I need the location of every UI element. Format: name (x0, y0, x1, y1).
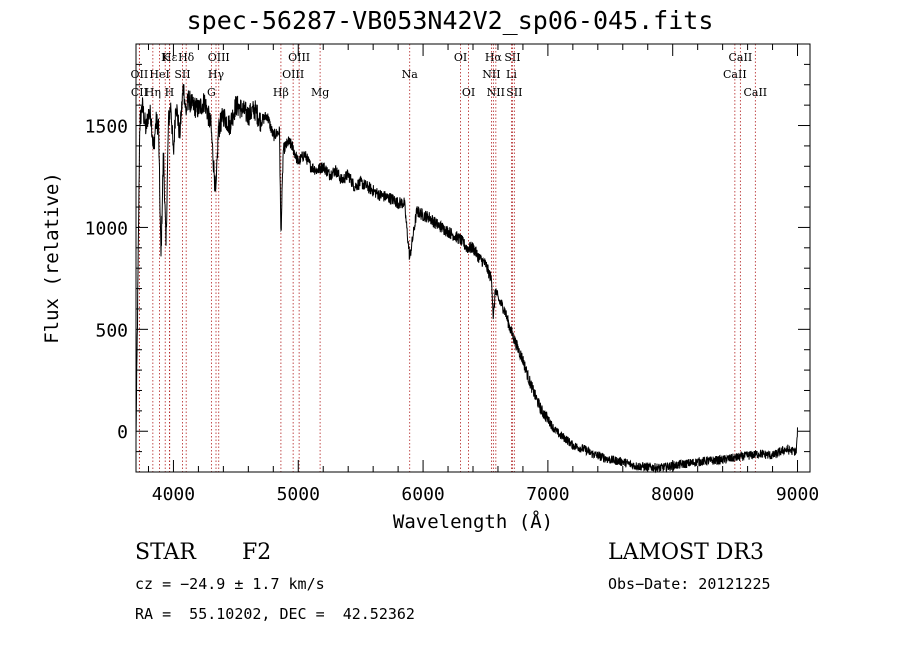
line-marker-label: SII (506, 86, 522, 99)
x-tick-label: 6000 (401, 484, 444, 505)
coordinates: RA = 55.10202, DEC = 42.52362 (135, 605, 415, 623)
line-marker-label: CaII (723, 68, 747, 81)
line-marker-label: H (165, 86, 175, 99)
axis-labels: 4000 5000 6000 7000 8000 9000 0 500 1000 1500 Wave… (41, 117, 819, 533)
x-axis-label: Wavelength (Å) (393, 510, 553, 533)
object-class: STAR (135, 540, 196, 565)
redshift-velocity: cz = −24.9 ± 1.7 km/s (135, 575, 325, 593)
line-marker-label: Hβ (273, 86, 289, 99)
x-tick-label: 5000 (277, 484, 320, 505)
line-marker-label: Na (402, 68, 419, 81)
x-tick-label: 4000 (152, 484, 195, 505)
line-marker-label: Hα (485, 51, 503, 64)
line-marker-label: K (161, 51, 170, 64)
line-marker-label: CaII (743, 86, 767, 99)
y-tick-label: 500 (95, 320, 128, 341)
chart-title: spec-56287-VB053N42V2_sp06-045.fits (186, 6, 714, 35)
line-marker-label: OIII (208, 51, 230, 64)
line-marker-label: OII (131, 68, 149, 81)
y-axis-label: Flux (relative) (41, 172, 63, 344)
spectrum-series (135, 83, 798, 474)
observation-date: Obs−Date: 20121225 (608, 575, 771, 593)
line-marker-label: Mg (311, 86, 329, 99)
line-marker-label: CaII (729, 51, 753, 64)
object-subclass: F2 (242, 540, 272, 565)
line-marker-label: HeI (149, 68, 169, 81)
x-tick-label: 9000 (776, 484, 819, 505)
line-marker-label: Hδ (178, 51, 195, 64)
line-marker-label: Hη (145, 86, 161, 99)
line-marker-label: OIII (282, 68, 304, 81)
line-marker-label: Hγ (208, 68, 225, 81)
line-marker-label: OI (454, 51, 467, 64)
line-marker-label: SII (504, 51, 520, 64)
plot-axes (135, 43, 811, 473)
line-marker-label: G (207, 86, 216, 99)
line-marker-label: Li (506, 68, 517, 81)
x-tick-label: 8000 (651, 484, 694, 505)
line-marker-label: SII (174, 68, 190, 81)
survey-name: LAMOST DR3 (608, 540, 764, 565)
line-marker-label: NII (482, 68, 500, 81)
line-marker-label: OIII (288, 51, 310, 64)
line-marker-label: CII (131, 86, 148, 99)
line-marker-label: OI (462, 86, 475, 99)
y-tick-label: 0 (117, 422, 128, 443)
y-tick-label: 1000 (85, 218, 128, 239)
x-tick-label: 7000 (526, 484, 569, 505)
y-tick-label: 1500 (85, 117, 128, 138)
line-marker-label: NII (487, 86, 505, 99)
spectrum-line (135, 83, 798, 474)
